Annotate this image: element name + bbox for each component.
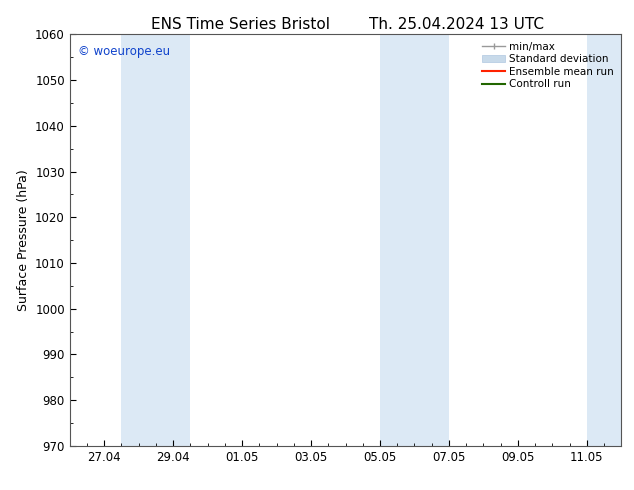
Legend: min/max, Standard deviation, Ensemble mean run, Controll run: min/max, Standard deviation, Ensemble me…: [478, 37, 618, 94]
Text: Th. 25.04.2024 13 UTC: Th. 25.04.2024 13 UTC: [369, 17, 544, 32]
Y-axis label: Surface Pressure (hPa): Surface Pressure (hPa): [16, 169, 30, 311]
Text: © woeurope.eu: © woeurope.eu: [78, 45, 170, 58]
Bar: [122, 34, 190, 446]
Text: ENS Time Series Bristol: ENS Time Series Bristol: [152, 17, 330, 32]
Bar: [380, 34, 449, 446]
Bar: [587, 34, 621, 446]
